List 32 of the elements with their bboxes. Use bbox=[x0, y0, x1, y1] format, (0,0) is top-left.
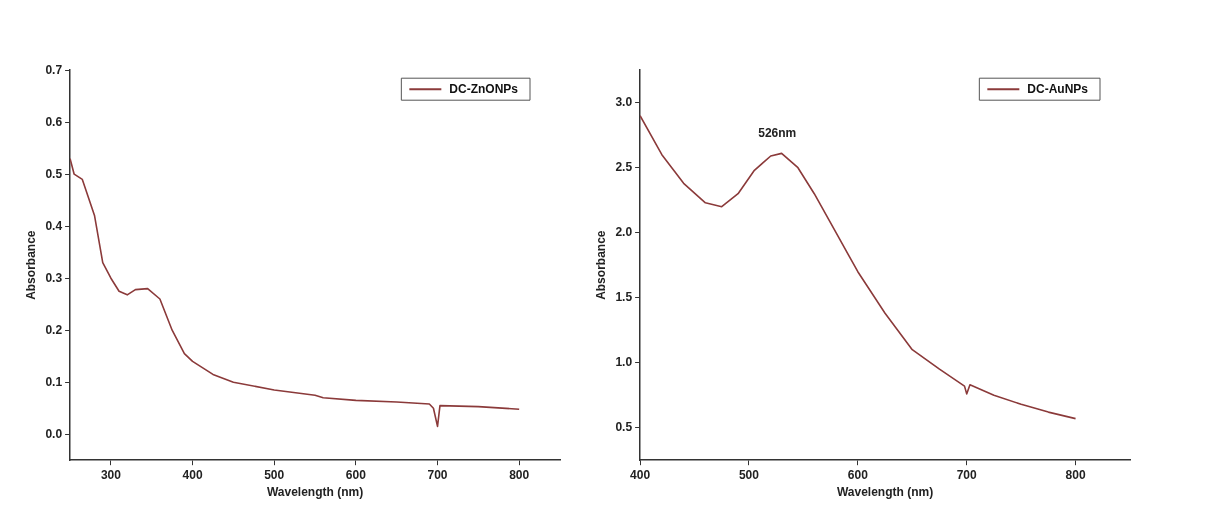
y-tick-label: 0.4 bbox=[45, 218, 63, 233]
x-tick-label: 600 bbox=[847, 467, 869, 482]
y-tick-label: 0.6 bbox=[45, 114, 63, 129]
y-tick-label: 0.5 bbox=[615, 420, 633, 435]
x-tick-label: 800 bbox=[509, 467, 530, 482]
y-axis-title: Absorbance bbox=[593, 230, 608, 300]
y-tick-label: 2.0 bbox=[615, 225, 633, 240]
x-tick-label: 700 bbox=[956, 467, 978, 482]
y-tick-label: 0.7 bbox=[45, 62, 63, 77]
legend-label: DC-AuNPs bbox=[1027, 81, 1089, 96]
x-tick-label: 300 bbox=[100, 467, 122, 482]
x-tick-label: 500 bbox=[264, 467, 285, 482]
y-axis-title: Absorbance bbox=[23, 230, 38, 300]
y-tick-label: 1.5 bbox=[615, 290, 633, 305]
y-tick-label: 0.0 bbox=[45, 426, 63, 441]
x-axis-title: Wavelength (nm) bbox=[836, 485, 934, 500]
x-tick-label: 600 bbox=[345, 467, 367, 482]
x-tick-label: 500 bbox=[738, 467, 760, 482]
x-tick-label: 700 bbox=[427, 467, 448, 482]
x-tick-label: 400 bbox=[630, 467, 651, 482]
annotation: 526nm bbox=[758, 126, 797, 141]
x-tick-label: 800 bbox=[1065, 467, 1086, 482]
y-tick-label: 3.0 bbox=[615, 95, 633, 110]
y-tick-label: 2.5 bbox=[615, 160, 633, 175]
y-tick-label: 0.5 bbox=[45, 166, 63, 181]
x-axis-title: Wavelength (nm) bbox=[266, 485, 364, 500]
x-tick-label: 400 bbox=[182, 467, 203, 482]
y-tick-label: 1.0 bbox=[615, 355, 633, 370]
y-tick-label: 0.1 bbox=[45, 374, 63, 389]
legend-label: DC-ZnONPs bbox=[449, 81, 519, 96]
y-tick-label: 0.2 bbox=[45, 322, 63, 337]
y-tick-label: 0.3 bbox=[45, 270, 63, 285]
